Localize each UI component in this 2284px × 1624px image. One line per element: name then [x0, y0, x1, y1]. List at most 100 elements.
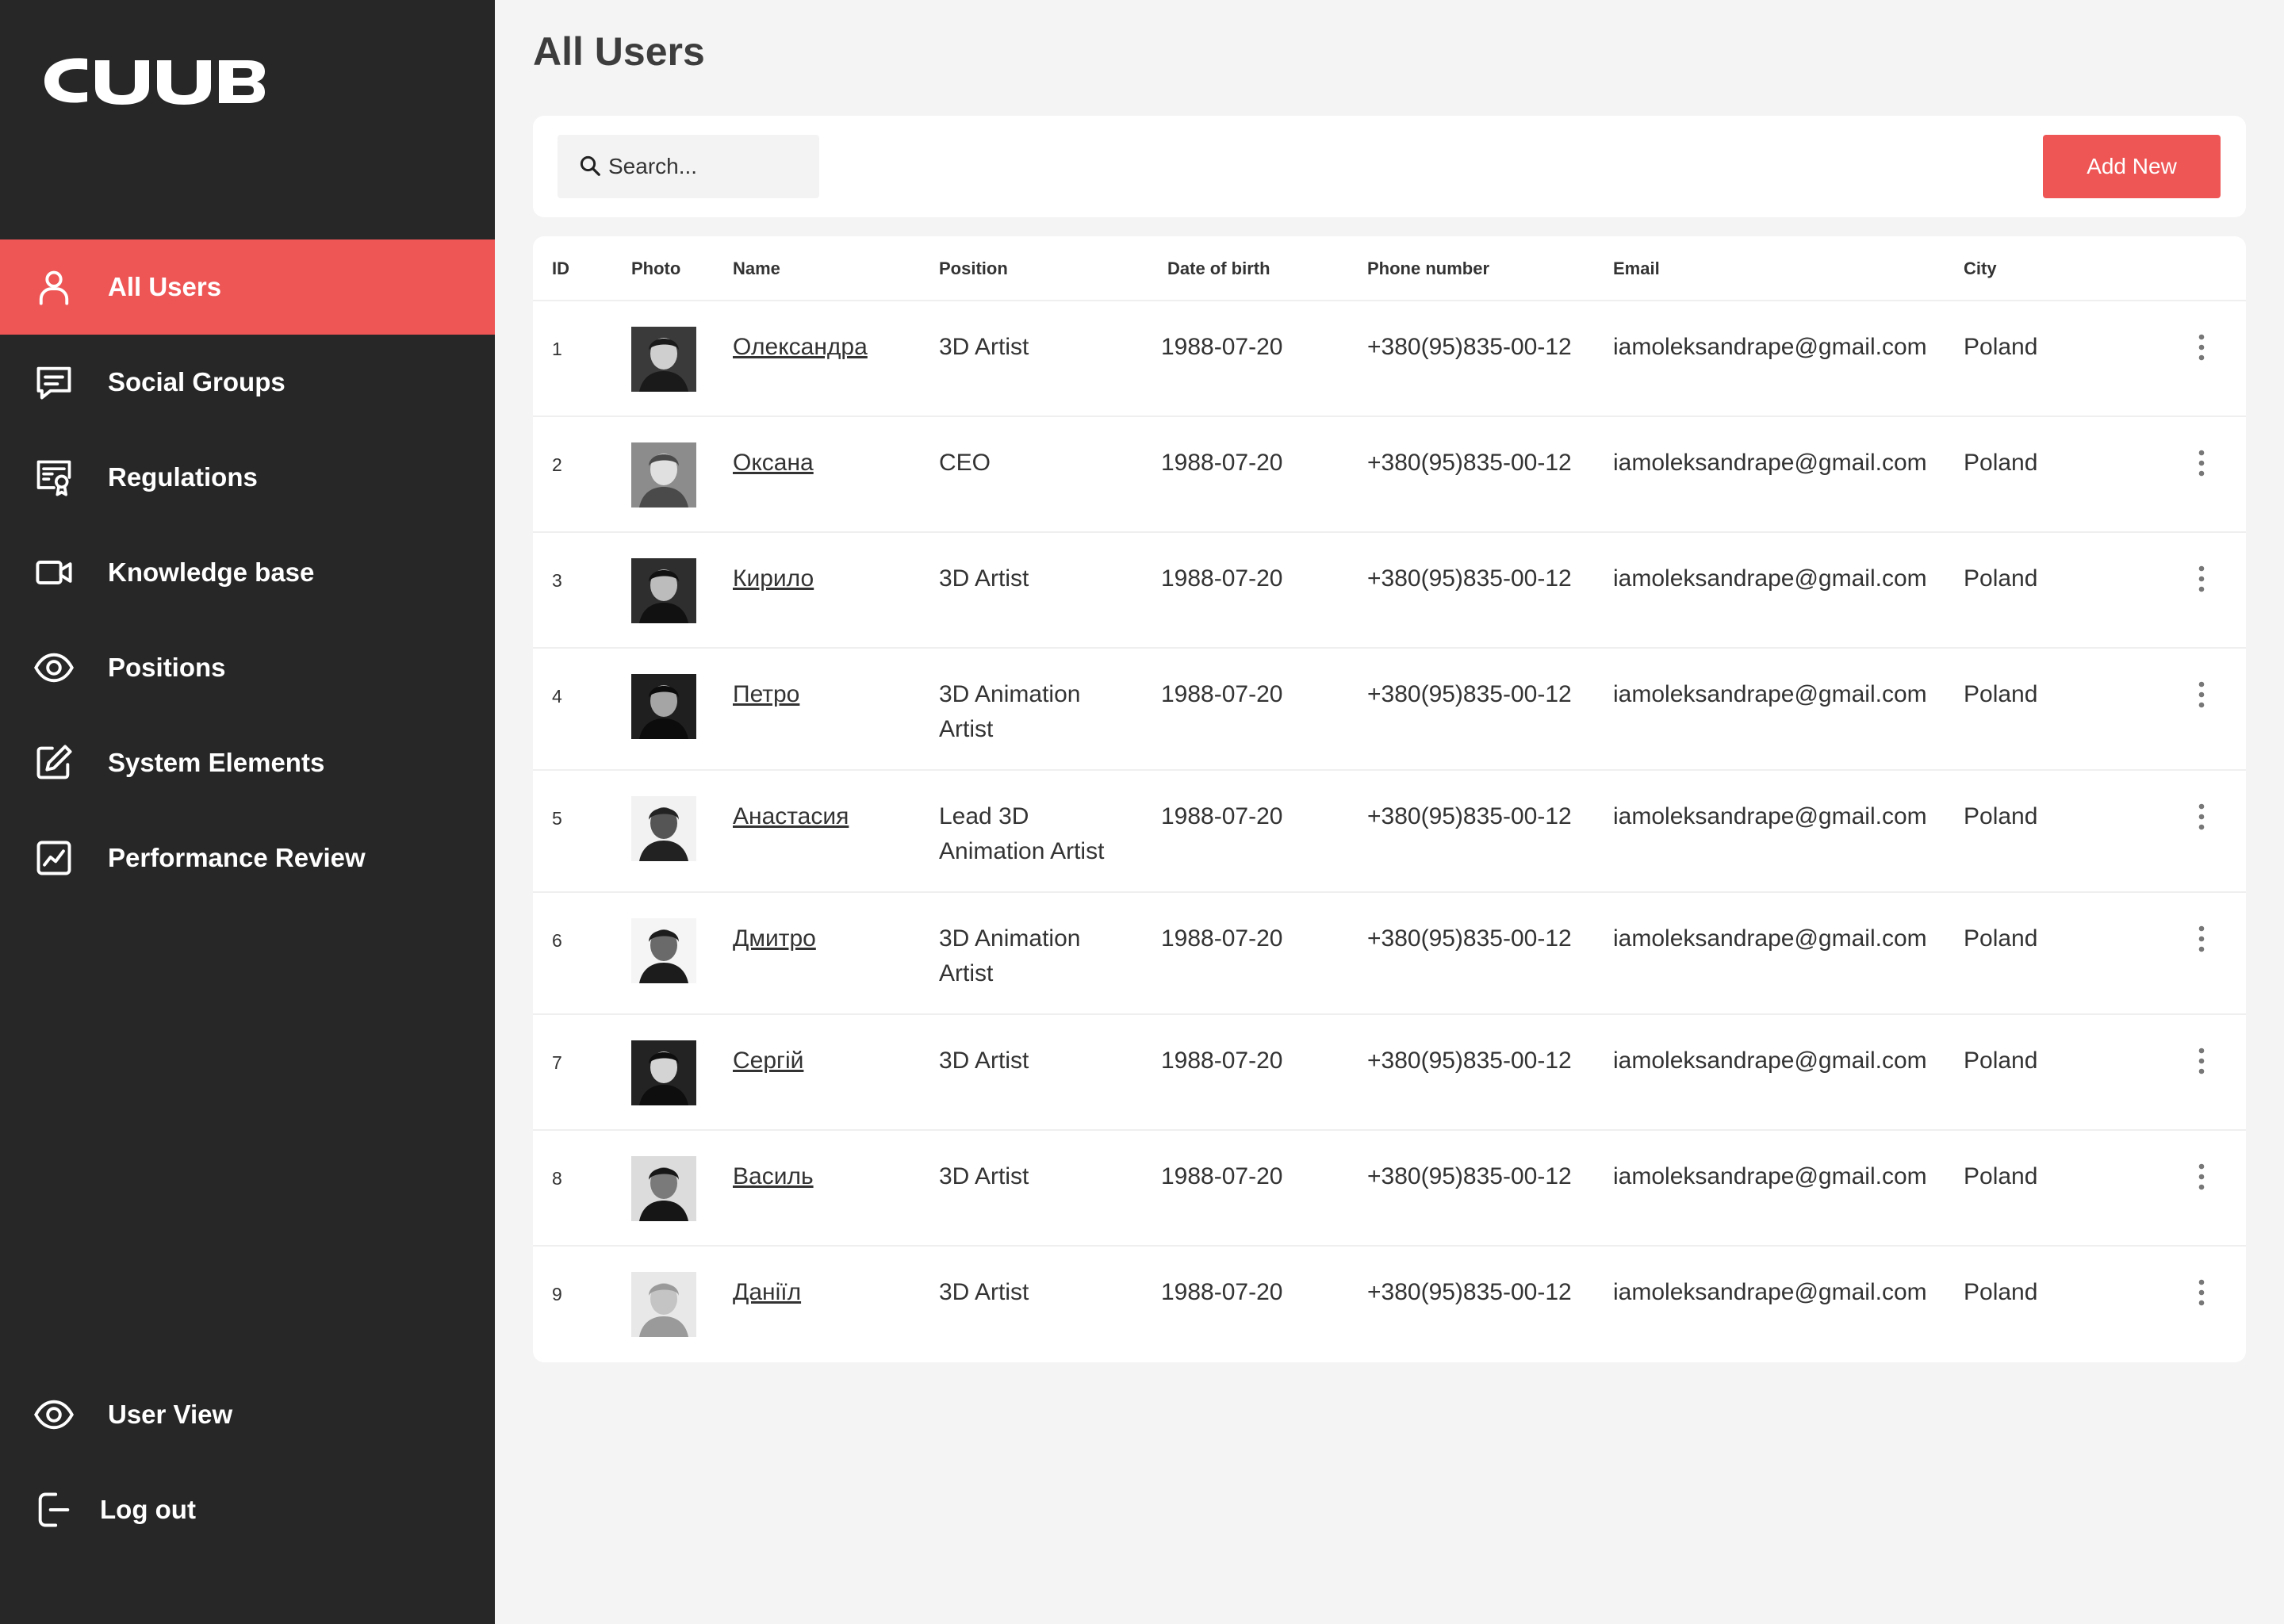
cell-date-of-birth: 1988-07-20 [1161, 334, 1283, 360]
sidebar-item-label: User View [108, 1400, 233, 1429]
sidebar-item-label: System Elements [108, 748, 325, 777]
sidebar-item-system-elements[interactable]: System Elements [0, 715, 495, 810]
user-name-link[interactable]: Олександра [733, 334, 868, 360]
cell-position: Lead 3D Animation Artist [939, 803, 1105, 864]
cell-phone: +380(95)835-00-12 [1367, 1163, 1572, 1189]
cell-id: 7 [552, 1052, 562, 1073]
sidebar-item-user-view[interactable]: User View [0, 1367, 495, 1462]
cell-name: Даніїл [733, 1275, 801, 1310]
user-photo [631, 674, 696, 739]
column-header-phone: Phone number [1367, 259, 1490, 278]
cell-id: 1 [552, 339, 562, 359]
cell-position: 3D Artist [939, 565, 1029, 592]
user-photo [631, 1272, 696, 1337]
user-name-link[interactable]: Василь [733, 1163, 814, 1189]
user-photo [631, 1040, 696, 1105]
cell-city: Poland [1964, 565, 2038, 592]
edit-icon [32, 741, 76, 785]
toolbar: Add New [533, 116, 2246, 217]
cell-date-of-birth: 1988-07-20 [1161, 1048, 1283, 1074]
cell-name: Кирило [733, 561, 814, 596]
brand-logo[interactable] [43, 52, 265, 108]
cell-email: iamoleksandrape@gmail.com [1613, 450, 1927, 476]
more-options-icon[interactable] [2194, 446, 2209, 481]
cell-position: CEO [939, 450, 991, 476]
user-name-link[interactable]: Петро [733, 681, 800, 707]
cell-phone: +380(95)835-00-12 [1367, 334, 1572, 360]
cell-phone: +380(95)835-00-12 [1367, 925, 1572, 952]
table-row: 2 Оксана CEO 1988-07-20 +380(95)835-00-12 iam… [533, 417, 2246, 533]
user-name-link[interactable]: Анастасия [733, 803, 849, 829]
cell-position: 3D Artist [939, 334, 1029, 360]
search-icon [580, 155, 600, 176]
cell-date-of-birth: 1988-07-20 [1161, 925, 1283, 952]
add-new-button[interactable]: Add New [2043, 135, 2221, 198]
more-options-icon[interactable] [2194, 561, 2209, 596]
user-name-link[interactable]: Сергій [733, 1048, 804, 1074]
sidebar: All Users Social Groups Regulations Knowled… [0, 0, 495, 1624]
cell-phone: +380(95)835-00-12 [1367, 450, 1572, 476]
cell-city: Poland [1964, 450, 2038, 476]
table-row: 3 Кирило 3D Artist 1988-07-20 +380(95)835-00… [533, 533, 2246, 649]
table-row: 4 Петро 3D Animation Artist 1988-07-20 +380(… [533, 649, 2246, 771]
cell-email: iamoleksandrape@gmail.com [1613, 1279, 1927, 1305]
more-options-icon[interactable] [2194, 799, 2209, 834]
cell-date-of-birth: 1988-07-20 [1161, 1279, 1283, 1305]
sidebar-item-label: Knowledge base [108, 557, 315, 587]
cell-name: Оксана [733, 446, 814, 481]
logo-mark [44, 58, 265, 105]
table-row: 5 Анастасия Lead 3D Animation Artist 1988-0… [533, 771, 2246, 893]
cell-name: Олександра [733, 330, 868, 365]
user-name-link[interactable]: Даніїл [733, 1279, 802, 1305]
user-photo [631, 796, 696, 861]
user-name-link[interactable]: Дмитро [733, 925, 816, 952]
user-name-link[interactable]: Кирило [733, 565, 814, 592]
user-name-link[interactable]: Оксана [733, 450, 814, 476]
sidebar-item-knowledge-base[interactable]: Knowledge base [0, 525, 495, 620]
sidebar-item-label: Regulations [108, 462, 258, 492]
column-header-position: Position [939, 259, 1008, 278]
sidebar-item-all-users[interactable]: All Users [0, 239, 495, 335]
cell-name: Сергій [733, 1044, 803, 1078]
logout-icon [32, 1488, 76, 1532]
cell-name: Дмитро [733, 921, 816, 956]
more-options-icon[interactable] [2194, 921, 2209, 956]
column-header-photo: Photo [631, 259, 681, 278]
cell-position: 3D Artist [939, 1279, 1029, 1305]
cell-email: iamoleksandrape@gmail.com [1613, 334, 1927, 360]
more-options-icon[interactable] [2194, 677, 2209, 712]
chat-icon [32, 360, 76, 404]
more-options-icon[interactable] [2194, 330, 2209, 365]
chart-icon [32, 836, 76, 880]
cell-id: 3 [552, 570, 562, 591]
sidebar-item-regulations[interactable]: Regulations [0, 430, 495, 525]
sidebar-item-performance-review[interactable]: Performance Review [0, 810, 495, 906]
cell-position: 3D Artist [939, 1163, 1029, 1189]
more-options-icon[interactable] [2194, 1044, 2209, 1078]
table-row: 7 Сергій 3D Artist 1988-07-20 +380(95)835-00… [533, 1015, 2246, 1131]
cell-email: iamoleksandrape@gmail.com [1613, 1163, 1927, 1189]
more-options-icon[interactable] [2194, 1275, 2209, 1310]
sidebar-item-log-out[interactable]: Log out [0, 1462, 495, 1557]
cell-date-of-birth: 1988-07-20 [1161, 681, 1283, 707]
search-input[interactable] [608, 135, 807, 198]
cell-name: Василь [733, 1159, 814, 1194]
user-photo [631, 327, 696, 392]
cell-city: Poland [1964, 803, 2038, 829]
users-table: ID Photo Name Position Date of birth Pho… [533, 236, 2246, 1362]
cell-position: 3D Animation Artist [939, 681, 1081, 742]
sidebar-item-social-groups[interactable]: Social Groups [0, 335, 495, 430]
user-photo [631, 918, 696, 983]
column-header-id: ID [552, 259, 569, 278]
cell-date-of-birth: 1988-07-20 [1161, 803, 1283, 829]
cell-date-of-birth: 1988-07-20 [1161, 565, 1283, 592]
cell-phone: +380(95)835-00-12 [1367, 565, 1572, 592]
user-photo [631, 442, 696, 508]
page-title: All Users [533, 29, 705, 74]
more-options-icon[interactable] [2194, 1159, 2209, 1194]
sidebar-item-positions[interactable]: Positions [0, 620, 495, 715]
table-header: ID Photo Name Position Date of birth Pho… [533, 236, 2246, 301]
cell-email: iamoleksandrape@gmail.com [1613, 1048, 1927, 1074]
sidebar-item-label: Social Groups [108, 367, 286, 396]
search-box[interactable] [558, 135, 819, 198]
